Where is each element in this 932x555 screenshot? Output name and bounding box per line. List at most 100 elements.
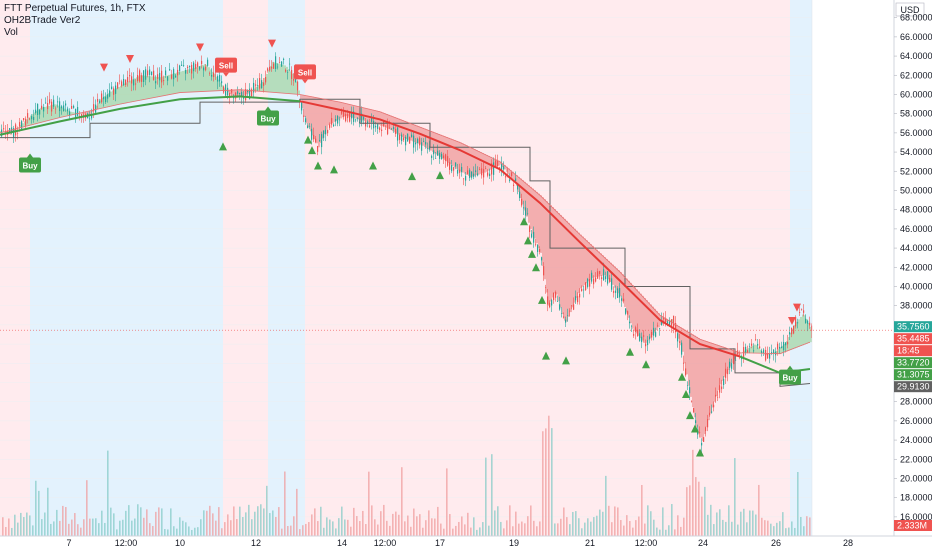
cloud-slice (158, 77, 160, 97)
volume-bar (71, 519, 73, 536)
candle-body (407, 133, 409, 142)
cloud-slice (798, 319, 800, 347)
cloud-slice (148, 76, 150, 99)
cloud-slice (56, 104, 58, 119)
volume-bar (308, 522, 310, 536)
candle-body (395, 128, 397, 134)
cloud-slice (160, 77, 162, 97)
signal-sell-3: Sell (294, 64, 316, 84)
candle-body (613, 291, 615, 293)
candle-body (125, 79, 127, 86)
candle-body (417, 138, 419, 144)
chart-symbol-title[interactable]: FTT Perpetual Futures, 1h, FTX (4, 3, 146, 14)
candle-body (643, 335, 645, 337)
candle-body (567, 315, 569, 316)
volume-bar (272, 510, 274, 536)
volume-bar (605, 475, 607, 536)
volume-bar (389, 525, 391, 536)
candle-body (127, 77, 129, 83)
candle-body (121, 81, 123, 86)
volume-bar (449, 514, 451, 536)
up-triangle-marker (686, 411, 694, 420)
y-tick-label: 44.0000 (900, 243, 932, 253)
volume-bar (788, 527, 790, 536)
price-tag-label: 2.333M (897, 521, 927, 531)
volume-bar (2, 517, 4, 536)
price-tag-label: 29.9130 (897, 382, 930, 392)
cloud-slice (236, 89, 238, 98)
indicator-label[interactable]: OH2BTrade Ver2 (4, 15, 81, 26)
candle-body (547, 296, 549, 305)
volume-bar (749, 510, 751, 536)
candle-body (221, 81, 223, 84)
candle-body (119, 80, 121, 82)
volume-label[interactable]: Vol (4, 27, 18, 38)
candle-body (3, 128, 5, 130)
candle-body (809, 322, 811, 326)
cloud-slice (382, 112, 384, 127)
candle-body (347, 113, 349, 119)
cloud-slice (46, 106, 48, 122)
cloud-slice (98, 102, 100, 110)
cloud-slice (444, 136, 446, 160)
candle-body (599, 271, 601, 275)
volume-bar (740, 511, 742, 536)
candle-body (79, 115, 81, 117)
volume-bar (134, 518, 136, 536)
cloud-slice (708, 341, 710, 421)
cloud-slice (410, 123, 412, 141)
volume-bar (626, 515, 628, 536)
volume-bar (161, 508, 163, 536)
candle-body (631, 325, 633, 327)
y-tick-label: 38.0000 (900, 301, 932, 311)
cloud-slice (454, 140, 456, 168)
candle-body (117, 82, 119, 89)
cloud-slice (548, 203, 550, 306)
volume-bar (137, 504, 139, 536)
volume-bar (323, 527, 325, 536)
volume-bar (269, 513, 271, 536)
y-tick-label: 54.0000 (900, 147, 932, 157)
cloud-slice (776, 350, 778, 354)
candle-body (509, 179, 511, 181)
cloud-slice (96, 105, 98, 110)
candle-body (163, 80, 165, 82)
volume-bar (746, 522, 748, 536)
candle-body (539, 248, 541, 252)
volume-bar (470, 527, 472, 536)
cloud-slice (440, 134, 442, 157)
volume-bar (314, 508, 316, 536)
cloud-slice (622, 274, 624, 302)
volume-bar (644, 523, 646, 536)
candle-body (545, 287, 547, 288)
indicator-lines (0, 89, 894, 387)
candle-body (13, 128, 15, 138)
candle-body (341, 111, 343, 114)
volume-bar (602, 511, 604, 536)
cloud-slice (594, 247, 596, 278)
candle-body (533, 231, 535, 243)
volume-bar (47, 487, 49, 536)
candle-body (709, 412, 711, 416)
volume-bar (491, 454, 493, 536)
volume-bar (119, 520, 121, 536)
volume-bar (629, 521, 631, 536)
candle-body (37, 103, 39, 115)
cloud-slice (16, 128, 18, 130)
candle-body (607, 271, 609, 284)
volume-bar (515, 511, 517, 536)
cloud-slice (356, 106, 358, 119)
cloud-slice (284, 65, 286, 94)
volume-bar (206, 510, 208, 536)
up-triangle-marker (542, 351, 550, 360)
volume-bar (278, 507, 280, 536)
candle-body (311, 128, 313, 140)
cloud-slice (504, 165, 506, 170)
candle-body (213, 72, 215, 77)
candle-body (633, 334, 635, 336)
volume-bar (614, 506, 616, 536)
cloud-slice (420, 127, 422, 145)
candle-body (619, 288, 621, 298)
volume-bar (191, 529, 193, 536)
volume-bar (8, 518, 10, 536)
